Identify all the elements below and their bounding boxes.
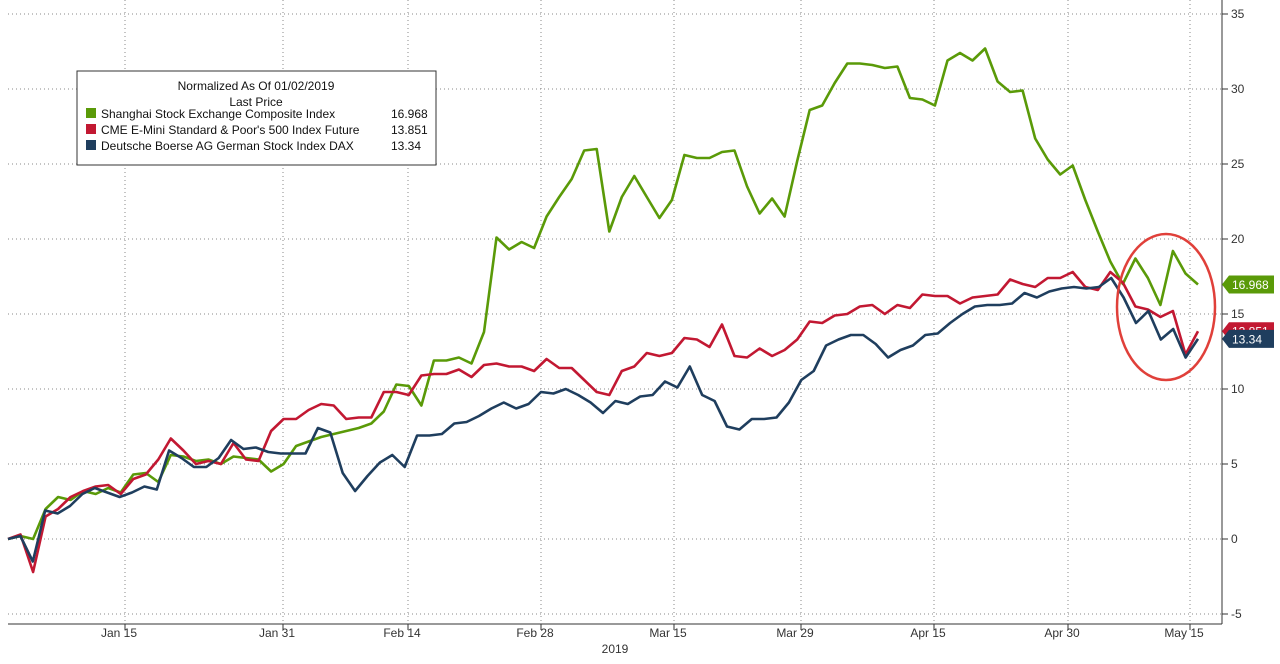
y-tick-label: 35	[1231, 7, 1245, 21]
y-tick-label: 5	[1231, 457, 1238, 471]
x-tick-label: Apr 15	[910, 626, 946, 640]
y-tick-label: -5	[1231, 607, 1242, 621]
axis-layer: 35 30 25 20 15 10 5 0 -5 Jan 15 Jan 31 Feb 14 Feb 28…	[8, 0, 1274, 656]
x-tick-label: Feb 14	[383, 626, 421, 640]
legend-swatch	[86, 140, 96, 150]
last-value-tag-text: 16.968	[1232, 278, 1269, 292]
series-layer	[7, 47, 1200, 574]
x-tick-label: Jan 31	[259, 626, 295, 640]
annotation-layer	[1115, 232, 1217, 382]
x-tick-label: Apr 30	[1044, 626, 1080, 640]
series-line-0	[7, 47, 1199, 541]
last-value-tag-2: 13.34	[1222, 329, 1274, 348]
legend-last-value: 16.968	[391, 107, 428, 121]
last-value-tag-bg	[1222, 329, 1274, 348]
last-value-tag-bg	[1222, 275, 1274, 294]
y-tick-label: 15	[1231, 307, 1245, 321]
x-tick-label: Mar 29	[776, 626, 814, 640]
legend-series-name: CME E-Mini Standard & Poor's 500 Index F…	[101, 123, 360, 137]
legend-series-name: Shanghai Stock Exchange Composite Index	[101, 107, 335, 121]
y-tick-label: 0	[1231, 532, 1238, 546]
y-tick-label: 30	[1231, 82, 1245, 96]
legend: Normalized As Of 01/02/2019 Last Price S…	[76, 70, 437, 166]
last-value-tag-text: 13.34	[1232, 332, 1262, 346]
legend-last-value: 13.851	[391, 123, 428, 137]
series-line-2	[7, 276, 1200, 563]
legend-swatch	[86, 108, 96, 118]
x-year-label: 2019	[602, 642, 629, 656]
x-tick-label: Mar 15	[649, 626, 687, 640]
y-tick-label: 20	[1231, 232, 1245, 246]
legend-series-name: Deutsche Boerse AG German Stock Index DA…	[101, 139, 354, 153]
legend-last-value: 13.34	[391, 139, 421, 153]
highlight-circle	[1115, 232, 1217, 382]
x-tick-label: May 15	[1164, 626, 1204, 640]
last-value-tag-0: 16.968	[1222, 275, 1274, 294]
y-tick-label: 10	[1231, 382, 1245, 396]
x-tick-label: Jan 15	[101, 626, 137, 640]
series-line-1	[7, 270, 1200, 574]
legend-swatch	[86, 124, 96, 134]
x-tick-label: Feb 28	[516, 626, 554, 640]
legend-subtitle: Last Price	[229, 95, 283, 109]
y-tick-label: 25	[1231, 157, 1245, 171]
legend-box	[76, 70, 437, 166]
legend-title: Normalized As Of 01/02/2019	[178, 79, 335, 93]
legend-entries: Shanghai Stock Exchange Composite Index 1…	[86, 107, 428, 153]
